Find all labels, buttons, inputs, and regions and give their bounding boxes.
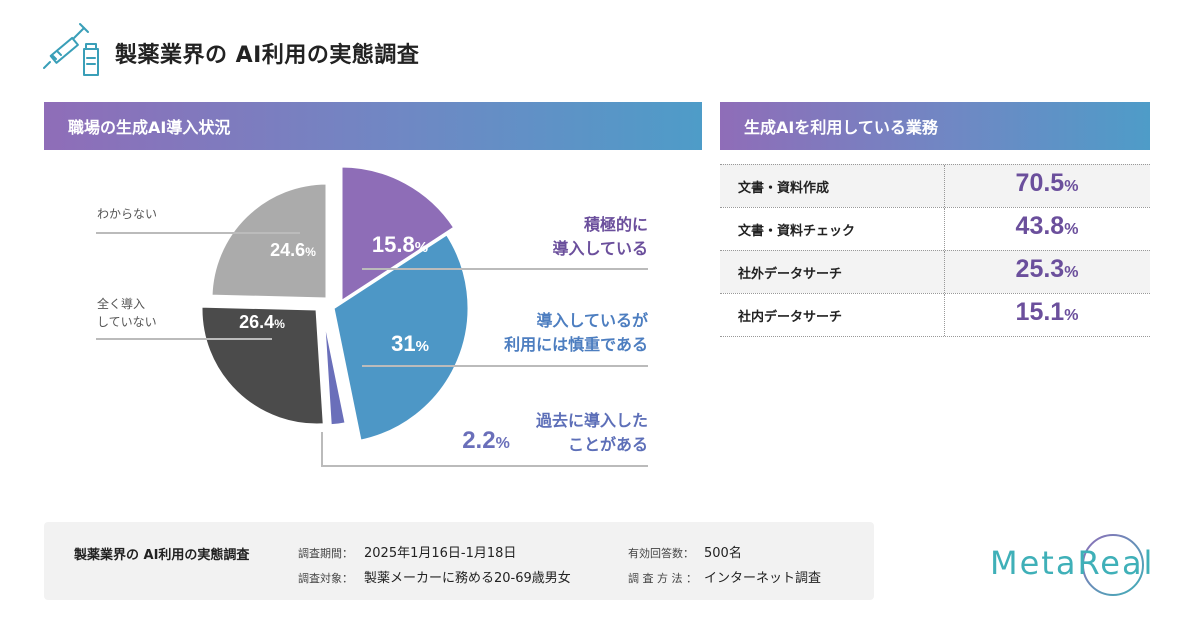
survey-info-box: 製薬業界の AI利用の実態調査 調査期間： 2025年1月16日-1月18日 調… (44, 522, 874, 600)
slice-category-label: 積極的に (583, 215, 648, 234)
section-header-adoption: 職場の生成AI導入状況 (44, 102, 702, 150)
method-value: インターネット調査 (704, 571, 822, 586)
period-value: 2025年1月16日-1月18日 (364, 546, 517, 561)
slice-value-label: 2.2% (462, 427, 510, 454)
section-header-tasks: 生成AIを利用している業務 (720, 102, 1150, 150)
method-label: 調 査 方 法 ： (628, 572, 697, 585)
pie-chart: 15.8%31%2.2%26.4%24.6% 積極的に導入している導入しているが… (96, 164, 648, 467)
responses-value: 500名 (704, 546, 742, 561)
table-row: 文書・資料チェック 43.8% (720, 207, 1150, 250)
leader-line (321, 432, 648, 467)
metareal-logo: MetaReal (990, 530, 1170, 600)
task-value: 43.8% (1015, 212, 1079, 240)
slice-category-label: 導入しているが (536, 311, 648, 330)
task-label: 文書・資料作成 (738, 181, 830, 196)
table-row: 社内データサーチ 15.1% (720, 293, 1150, 337)
pie-slice (199, 304, 326, 427)
slice-category-label: わからない (97, 207, 157, 221)
slice-category-label: 全く導入 (97, 296, 145, 311)
slice-category-label: ことがある (568, 435, 648, 454)
section-title: 生成AIを利用している業務 (744, 118, 938, 137)
table-row: 社外データサーチ 25.3% (720, 250, 1150, 293)
task-label: 社内データサーチ (738, 310, 843, 325)
slice-category-label: 導入している (552, 239, 648, 258)
logo-mark (1082, 534, 1144, 596)
survey-title: 製薬業界の AI利用の実態調査 (74, 548, 250, 563)
slice-category-label: していない (97, 315, 157, 329)
slice-value-label: 31% (391, 331, 429, 356)
pie-slice (321, 309, 348, 428)
task-label: 社外データサーチ (738, 267, 843, 282)
slice-category-label: 利用には慎重である (504, 335, 648, 354)
task-value: 70.5% (1015, 169, 1079, 197)
slice-value-label: 24.6% (270, 240, 316, 260)
target-value: 製薬メーカーに務める20-69歳男女 (364, 571, 571, 586)
responses-label: 有効回答数： (628, 547, 694, 560)
task-value: 15.1% (1015, 298, 1079, 326)
pie-slice (209, 181, 329, 301)
task-value: 25.3% (1015, 255, 1079, 283)
task-label: 文書・資料チェック (738, 224, 856, 239)
table-row: 文書・資料作成 70.5% (720, 164, 1150, 207)
slice-value-label: 26.4% (239, 312, 285, 332)
pie-slice (331, 231, 471, 444)
target-label: 調査対象： (298, 572, 353, 585)
period-label: 調査期間： (298, 547, 353, 560)
syringe-vial-icon (43, 23, 99, 76)
tasks-table: 文書・資料作成 70.5% 文書・資料チェック 43.8% 社外データサーチ 2… (720, 164, 1150, 337)
section-title: 職場の生成AI導入状況 (68, 118, 231, 137)
logo-text: MetaReal (990, 544, 1155, 582)
page-title: 製薬業界の AI利用の実態調査 (115, 43, 420, 68)
slice-category-label: 過去に導入した (535, 411, 648, 430)
